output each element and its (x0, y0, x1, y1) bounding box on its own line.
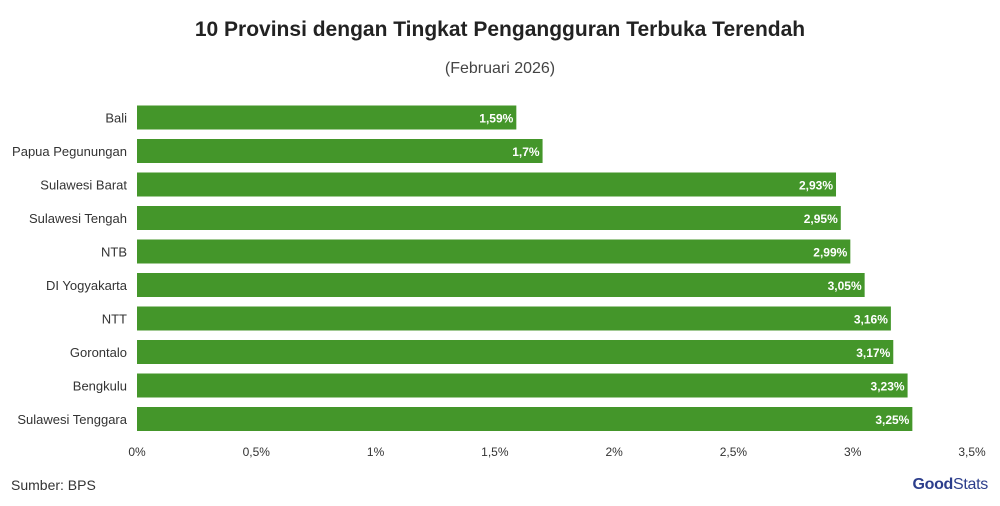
bar (137, 206, 841, 230)
bar (137, 340, 894, 364)
value-label: 3,25% (875, 413, 909, 427)
category-label: Bengkulu (73, 379, 127, 394)
value-label: 2,93% (799, 179, 833, 193)
x-tick-label: 3,5% (958, 445, 986, 459)
bar (137, 139, 543, 163)
bar (137, 407, 913, 431)
category-label: Sulawesi Tenggara (17, 412, 127, 427)
logo-stats-text: Stats (953, 476, 988, 493)
value-label: 1,59% (479, 112, 513, 126)
x-tick-label: 2,5% (720, 445, 748, 459)
value-label: 2,95% (804, 212, 838, 226)
category-label: DI Yogyakarta (46, 278, 128, 293)
category-label: NTB (101, 245, 127, 260)
x-tick-label: 2% (605, 445, 623, 459)
value-label: 3,16% (854, 313, 888, 327)
value-label: 3,17% (856, 346, 890, 360)
source-note: Sumber: BPS (11, 477, 96, 493)
bar-chart: Bali 1,59% Papua Pegunungan 1,7% Sulawesi Ba… (12, 105, 986, 459)
category-label: NTT (102, 312, 127, 327)
x-tick-label: 1,5% (481, 445, 509, 459)
x-tick-label: 0,5% (243, 445, 271, 459)
x-tick-label: 3% (844, 445, 862, 459)
goodstats-logo: GoodStats (912, 476, 988, 494)
bar (137, 105, 517, 130)
category-label: Sulawesi Barat (40, 178, 127, 193)
value-label: 2,99% (813, 246, 847, 260)
bar (137, 172, 837, 197)
bar (137, 306, 891, 331)
x-tick-label: 1% (367, 445, 385, 459)
bar (137, 373, 908, 398)
category-label: Bali (105, 111, 127, 126)
chart-subtitle: (Februari 2026) (444, 60, 556, 77)
value-label: 3,23% (871, 380, 905, 394)
x-tick-label: 0% (128, 445, 146, 459)
value-label: 1,7% (512, 145, 540, 159)
value-label: 3,05% (828, 279, 862, 293)
category-label: Gorontalo (70, 345, 127, 360)
logo-good-text: Good (912, 476, 954, 493)
chart-title: 10 Provinsi dengan Tingkat Pengangguran … (194, 18, 806, 41)
bar (137, 273, 865, 297)
bar (137, 239, 851, 264)
category-label: Papua Pegunungan (12, 144, 127, 159)
category-label: Sulawesi Tengah (29, 211, 127, 226)
